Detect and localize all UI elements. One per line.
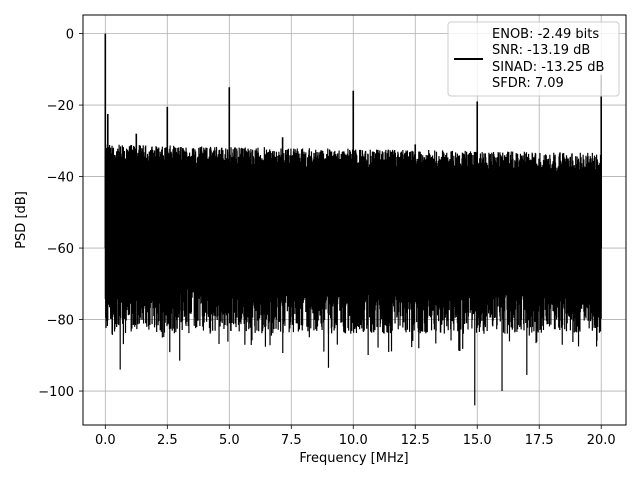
y-tick-label: −60 [47,242,74,257]
legend-line-snr: SNR: -13.19 dB [492,43,590,58]
legend: ENOB: -2.49 bits SNR: -13.19 dB SINAD: -… [447,21,620,97]
y-axis-ticks: 0 −20 −40 −60 −80 −100 [38,28,83,400]
x-tick-label: 15.0 [463,433,492,448]
y-tick-label: 0 [66,28,74,43]
y-tick-label: −40 [47,171,74,186]
y-tick-label: −80 [47,314,74,329]
x-tick-label: 17.5 [525,433,554,448]
legend-line-sfdr: SFDR: 7.09 [492,76,564,91]
x-tick-label: 2.5 [157,433,178,448]
x-axis-label: Frequency [MHz] [299,451,408,466]
legend-box [447,21,620,97]
x-tick-label: 7.5 [281,433,302,448]
plot-frame [82,14,627,426]
x-tick-label: 10.0 [339,433,368,448]
x-tick-label: 0.0 [95,433,116,448]
y-tick-label: −20 [47,99,74,114]
x-tick-label: 12.5 [401,433,430,448]
x-tick-label: 20.0 [587,433,616,448]
x-tick-label: 5.0 [219,433,240,448]
legend-line-enob: ENOB: -2.49 bits [492,27,599,42]
psd-spikes [104,33,603,406]
y-tick-label: −100 [38,385,74,400]
legend-line-sinad: SINAD: -13.25 dB [492,60,604,75]
x-axis-ticks: 0.0 2.5 5.0 7.5 10.0 12.5 15.0 17.5 20.0 [95,425,616,448]
y-axis-label: PSD [dB] [14,191,29,249]
